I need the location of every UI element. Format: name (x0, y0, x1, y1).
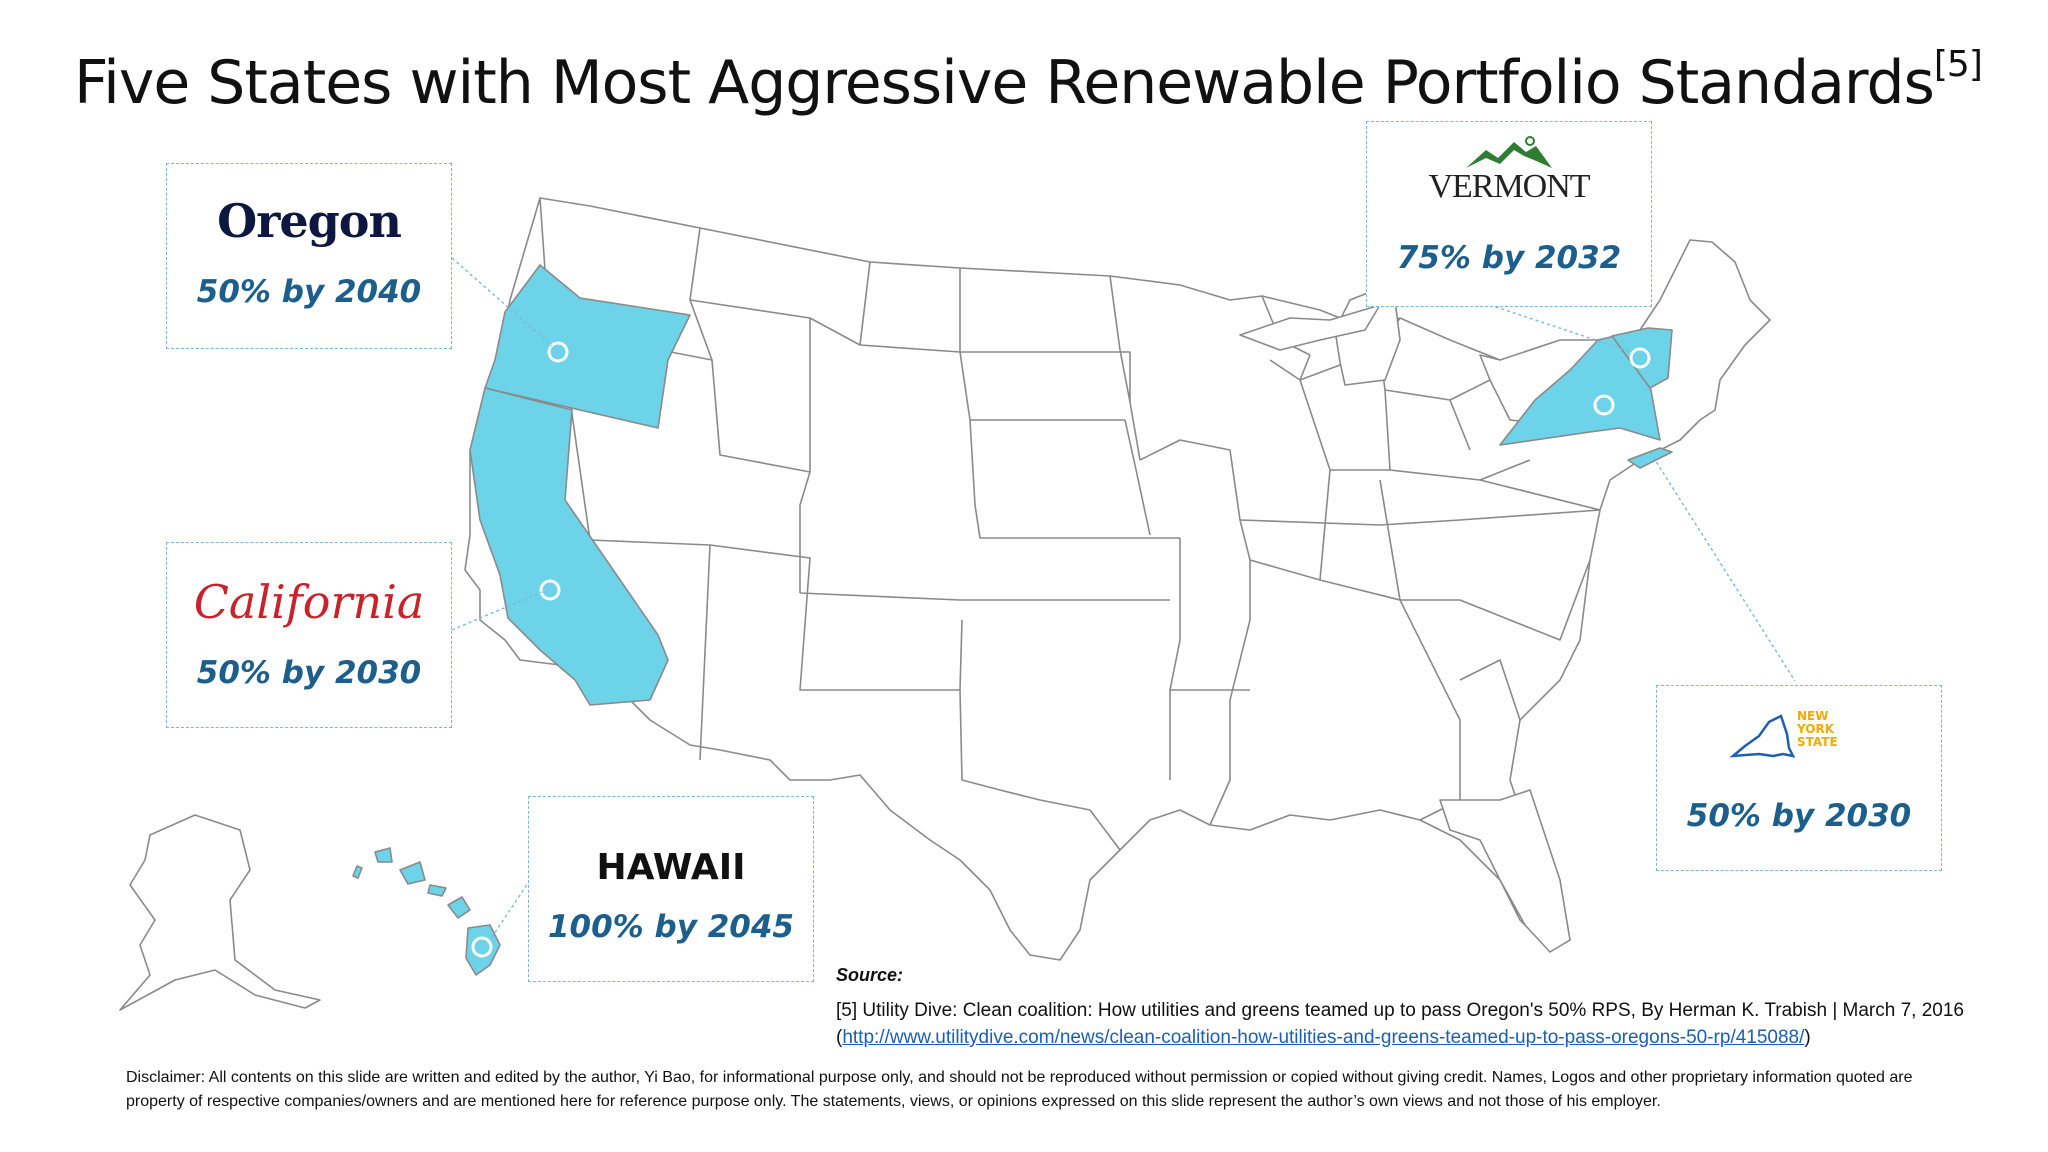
source-link[interactable]: http://www.utilitydive.com/news/clean-co… (842, 1027, 1805, 1048)
new-york-callout: NEW YORK STATE 50% by 2030 (1656, 685, 1942, 871)
oregon-callout: Oregon 50% by 2040 (166, 163, 452, 349)
oregon-goal: 50% by 2040 (196, 274, 422, 310)
source-text: [5] Utility Dive: Clean coalition: How u… (836, 1000, 1964, 1048)
long-island (1627, 447, 1673, 469)
page-title: Five States with Most Aggressive Renewab… (74, 44, 1983, 118)
vermont-mountain-icon (1466, 136, 1552, 168)
hawaii-marker (471, 936, 493, 958)
hawaii-logo: HAWAII (596, 847, 746, 888)
vermont-marker (1629, 347, 1651, 369)
hawaii-goal: 100% by 2045 (547, 909, 795, 945)
title-reference: [5] (1933, 44, 1983, 85)
vermont-callout: VERMONT 75% by 2032 (1366, 121, 1652, 307)
california-logo: California (193, 575, 425, 629)
state-vermont (1611, 327, 1673, 389)
ny-logo-line-3: STATE (1797, 735, 1838, 749)
new-york-state-outline-icon (1729, 714, 1796, 758)
california-goal: 50% by 2030 (196, 655, 422, 691)
hawaii-molokai (427, 884, 447, 897)
vermont-logo: VERMONT (1428, 168, 1590, 205)
alaska (119, 814, 321, 1011)
ny-logo-line-2: YORK (1797, 722, 1835, 736)
title-text: Five States with Most Aggressive Renewab… (74, 48, 1935, 118)
source-note: Source: [5] Utility Dive: Clean coalitio… (836, 962, 1986, 1051)
michigan-upper (1239, 304, 1381, 351)
new-york-goal: 50% by 2030 (1686, 798, 1912, 834)
hawaii-oahu (399, 861, 426, 885)
vermont-goal: 75% by 2032 (1396, 240, 1622, 276)
florida (1439, 789, 1571, 953)
oregon-marker (547, 341, 569, 363)
new-york-state-logo: NEW YORK STATE (1797, 710, 1838, 749)
state-oregon (484, 264, 691, 429)
source-end: ) (1804, 1027, 1811, 1048)
hawaii-callout: HAWAII 100% by 2045 (528, 796, 814, 982)
oregon-logo: Oregon (217, 194, 402, 248)
hawaii-niihau (352, 865, 363, 879)
new-york-marker (1593, 394, 1615, 416)
california-leader (451, 591, 543, 631)
california-callout: California 50% by 2030 (166, 542, 452, 728)
source-reference: [5] Utility Dive: Clean coalition: How u… (836, 997, 1986, 1051)
hawaii-big-island (465, 924, 501, 976)
new-york-leader (1649, 451, 1796, 682)
hawaii-maui (447, 896, 471, 919)
hawaii-leader (489, 879, 531, 941)
state-california (469, 387, 669, 706)
california-marker (539, 579, 561, 601)
oregon-leader (451, 257, 553, 347)
vermont-leader (1489, 304, 1633, 353)
disclaimer: Disclaimer: All contents on this slide a… (126, 1069, 1913, 1110)
hawaii-kauai (374, 847, 393, 863)
source-label: Source: (836, 965, 904, 985)
ny-logo-line-1: NEW (1797, 709, 1829, 723)
